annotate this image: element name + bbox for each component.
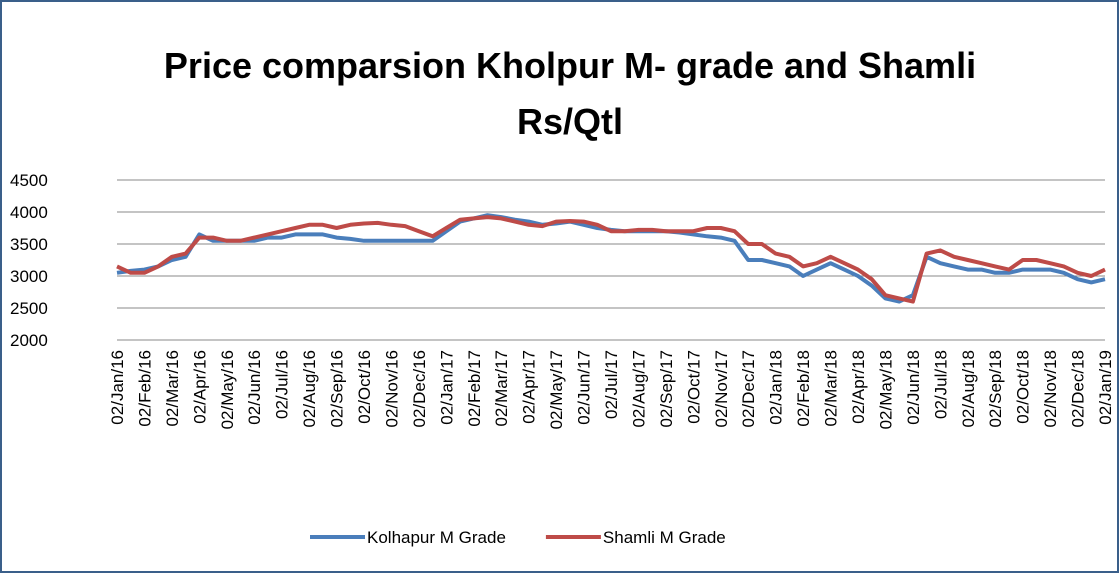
x-tick-label: 02/Oct/17 [684, 350, 703, 424]
x-tick-label: 02/Mar/17 [492, 350, 511, 427]
y-tick-label: 3000 [10, 267, 48, 286]
x-tick-label: 02/Dec/17 [739, 350, 758, 428]
x-tick-label: 02/Apr/18 [849, 350, 868, 424]
legend-label: Kolhapur M Grade [367, 528, 506, 547]
y-tick-label: 4000 [10, 203, 48, 222]
x-tick-label: 02/Jan/19 [1096, 350, 1115, 425]
x-tick-label: 02/Jun/18 [904, 350, 923, 425]
series-line [116, 215, 1106, 304]
x-tick-label: 02/Sep/16 [328, 350, 347, 428]
x-tick-label: 02/Sep/17 [657, 350, 676, 428]
x-tick-label: 02/Feb/17 [465, 350, 484, 427]
x-tick-label: 02/Jul/17 [602, 350, 621, 419]
x-tick-label: 02/Aug/18 [959, 350, 978, 428]
x-tick-label: 02/Aug/16 [300, 350, 319, 428]
x-tick-label: 02/Jul/16 [273, 350, 292, 419]
x-tick-label: 02/Jul/18 [931, 350, 950, 419]
x-tick-label: 02/Nov/17 [712, 350, 731, 428]
x-tick-label: 02/Oct/16 [355, 350, 374, 424]
x-tick-label: 02/Apr/16 [190, 350, 209, 424]
x-tick-label: 02/Mar/18 [822, 350, 841, 427]
x-tick-label: 02/Nov/18 [1041, 350, 1060, 428]
x-tick-label: 02/Feb/18 [794, 350, 813, 427]
x-tick-label: 02/Dec/18 [1069, 350, 1088, 428]
x-tick-label: 02/May/18 [876, 350, 895, 429]
y-tick-label: 3500 [10, 235, 48, 254]
x-tick-label: 02/Jan/16 [108, 350, 127, 425]
x-tick-label: 02/Feb/16 [135, 350, 154, 427]
x-tick-label: 02/Apr/17 [520, 350, 539, 424]
x-tick-label: 02/Aug/17 [629, 350, 648, 428]
x-tick-label: 02/Jun/16 [245, 350, 264, 425]
x-tick-label: 02/Jan/17 [437, 350, 456, 425]
chart-title: Price comparsion Kholpur M- grade and Sh… [163, 45, 977, 142]
x-tick-label: 02/Jan/18 [767, 350, 786, 425]
y-tick-label: 2000 [10, 331, 48, 350]
x-tick-label: 02/Jun/17 [575, 350, 594, 425]
x-tick-label: 02/May/17 [547, 350, 566, 429]
x-tick-label: 02/Oct/18 [1014, 350, 1033, 424]
x-tick-label: 02/Sep/18 [986, 350, 1005, 428]
y-tick-label: 4500 [10, 171, 48, 190]
legend-label: Shamli M Grade [603, 528, 726, 547]
x-tick-label: 02/Dec/16 [410, 350, 429, 428]
x-tick-label: 02/Mar/16 [163, 350, 182, 427]
x-tick-label: 02/May/16 [218, 350, 237, 429]
x-tick-label: 02/Nov/16 [382, 350, 401, 428]
y-tick-label: 2500 [10, 299, 48, 318]
